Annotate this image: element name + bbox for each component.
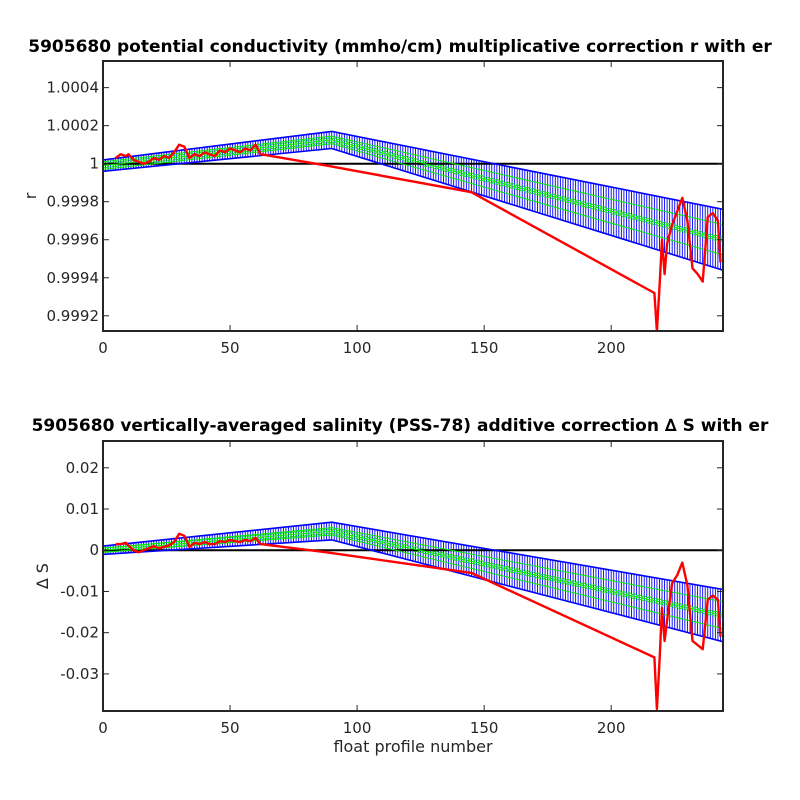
- y-tick-label: 0.02: [66, 459, 99, 477]
- x-axis-label: float profile number: [333, 737, 493, 756]
- y-axis: -0.03 -0.02 -0.01 0 0.01 0.02: [60, 459, 723, 683]
- x-tick-label: 0: [98, 339, 108, 357]
- series-line-fit-band-1: [103, 527, 723, 603]
- series-line-profile-ratio: [114, 143, 722, 331]
- x-tick-label: 150: [470, 339, 499, 357]
- y-tick-label: 0.9994: [47, 269, 100, 287]
- y-tick-label: 1.0004: [47, 79, 100, 97]
- x-tick-label: 50: [221, 719, 240, 737]
- conductivity-correction-panel: 5905680 potential conductivity (mmho/cm)…: [21, 37, 772, 357]
- plot-background: [103, 61, 723, 331]
- series-line-fit-band-1: [103, 135, 723, 225]
- series-line-fit-center: [103, 139, 723, 241]
- series-line-fit-band-2: [103, 534, 723, 630]
- chart-title: 5905680 potential conductivity (mmho/cm)…: [28, 37, 772, 57]
- x-tick-label: 0: [98, 719, 108, 737]
- plot-frame: [102, 60, 724, 332]
- y-tick-label: -0.03: [60, 665, 99, 683]
- y-tick-label: -0.01: [60, 582, 99, 600]
- salinity-correction-panel: 5905680 vertically-averaged salinity (PS…: [32, 416, 769, 756]
- y-tick-label: 0.9992: [47, 307, 100, 325]
- y-tick-label: 0.9998: [47, 193, 100, 211]
- x-axis: 0 50 100 150 200: [98, 441, 626, 737]
- series-layer: [103, 130, 723, 331]
- plot-frame: [102, 440, 724, 712]
- x-tick-label: 50: [221, 339, 240, 357]
- y-tick-label: 0.9996: [47, 231, 100, 249]
- series-line-fit-center: [103, 530, 723, 616]
- series-line-error-lower: [103, 539, 723, 643]
- x-tick-label: 100: [343, 719, 372, 737]
- x-tick-label: 200: [597, 719, 626, 737]
- series-line-error-upper: [103, 521, 723, 591]
- chart-title: 5905680 vertically-averaged salinity (PS…: [32, 416, 769, 436]
- y-axis-label: ∆ S: [33, 563, 52, 590]
- series-line-profile-correction: [115, 532, 722, 711]
- x-axis: 0 50 100 150 200: [98, 61, 626, 357]
- series-line-error-upper: [103, 130, 723, 211]
- series-line-fit-band-2: [103, 143, 723, 256]
- series-layer: [103, 521, 723, 711]
- y-tick-label: -0.02: [60, 624, 99, 642]
- x-tick-label: 200: [597, 339, 626, 357]
- y-axis: 0.9992 0.9994 0.9996 0.9998 1 1.0002 1.0004: [47, 79, 723, 325]
- plot-background: [103, 441, 723, 711]
- series-line-error-lower: [103, 147, 723, 271]
- y-tick-label: 0.01: [66, 500, 99, 518]
- y-tick-label: 1: [89, 155, 99, 173]
- y-tick-label: 1.0002: [47, 117, 100, 135]
- x-tick-label: 100: [343, 339, 372, 357]
- x-tick-label: 150: [470, 719, 499, 737]
- y-tick-label: 0: [89, 541, 99, 559]
- y-axis-label: r: [21, 192, 40, 199]
